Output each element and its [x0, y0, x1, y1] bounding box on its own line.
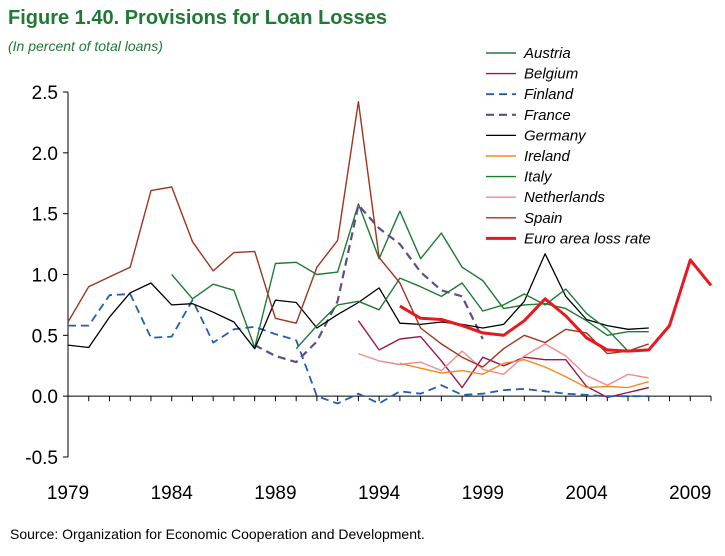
source-note: Source: Organization for Economic Cooper… — [10, 526, 425, 542]
x-tick-label: 1989 — [254, 483, 296, 504]
legend-label: France — [524, 107, 571, 124]
legend-label: Italy — [524, 169, 553, 186]
series-line-finland — [68, 293, 649, 405]
y-tick-label: 0.5 — [32, 326, 58, 347]
series-line-italy — [295, 277, 649, 352]
series-line-ireland — [399, 359, 649, 389]
y-tick-label: 0.0 — [32, 387, 58, 408]
x-tick-label: 2009 — [669, 483, 711, 504]
legend-label: Austria — [523, 45, 571, 62]
legend-label: Netherlands — [524, 189, 605, 206]
legend-label: Spain — [524, 210, 562, 227]
series-line-germany — [67, 253, 649, 350]
y-tick-label: 2.5 — [32, 83, 58, 104]
y-tick-label: 1.5 — [32, 205, 58, 226]
x-tick-label: 1994 — [358, 483, 401, 504]
chart-subtitle: (In percent of total loans) — [8, 38, 163, 54]
legend-label: Belgium — [524, 66, 578, 83]
y-tick-label: 2.0 — [32, 144, 58, 165]
series-line-spain — [67, 100, 650, 368]
x-tick-label: 1984 — [151, 483, 194, 504]
y-tick-label: 1.0 — [32, 266, 58, 287]
legend-label: Germany — [524, 127, 587, 144]
series-line-austria — [171, 203, 649, 349]
series-line-euro-area-loss-rate — [399, 258, 713, 353]
chart-title: Figure 1.40. Provisions for Loan Losses — [8, 7, 387, 29]
x-tick-label: 1999 — [462, 483, 504, 504]
series-lines — [67, 100, 713, 405]
x-tick-label: 2004 — [565, 483, 608, 504]
series-line-belgium — [357, 320, 649, 399]
x-tick-label: 1979 — [47, 483, 89, 504]
legend-label: Euro area loss rate — [524, 230, 651, 247]
series-line-france — [254, 204, 484, 364]
legend-label: Finland — [524, 86, 574, 103]
y-tick-label: -0.5 — [25, 448, 58, 469]
legend-label: Ireland — [524, 148, 571, 165]
legend: Austria Belgium Finland France Germany Irelan… — [486, 45, 651, 247]
axes: 2.5 2.0 1.5 1.0 0.5 0.0 -0.5 1979 1984 1989 1994 19… — [25, 83, 712, 504]
series-line-netherlands — [358, 343, 649, 386]
